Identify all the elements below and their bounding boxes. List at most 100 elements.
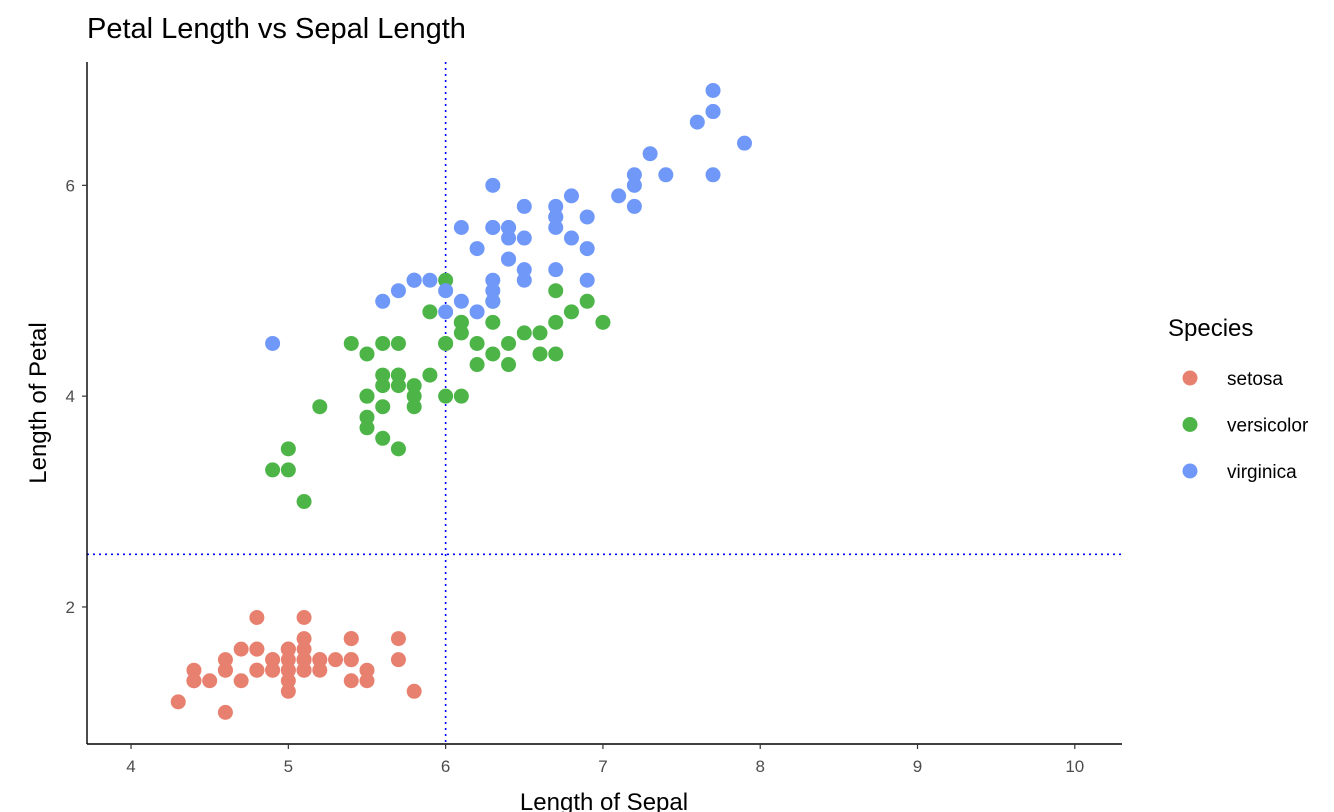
point-setosa <box>249 610 265 626</box>
point-virginica <box>406 272 422 288</box>
point-versicolor <box>296 494 312 510</box>
point-versicolor <box>438 335 454 351</box>
point-virginica <box>563 188 579 204</box>
point-virginica <box>438 304 454 320</box>
point-setosa <box>233 641 249 657</box>
x-tick-label: 4 <box>126 757 135 776</box>
point-versicolor <box>359 346 375 362</box>
legend: Species setosa versicolor virginica <box>1168 315 1309 483</box>
y-tick-label: 6 <box>66 176 75 195</box>
point-virginica <box>548 262 564 278</box>
point-setosa <box>312 652 328 668</box>
x-tick-label: 8 <box>755 757 764 776</box>
point-virginica <box>390 283 406 299</box>
point-virginica <box>579 241 595 257</box>
point-versicolor <box>343 335 359 351</box>
point-setosa <box>217 704 233 720</box>
point-setosa <box>343 652 359 668</box>
point-virginica <box>375 293 391 309</box>
point-versicolor <box>359 388 375 404</box>
legend-label-setosa: setosa <box>1227 369 1283 390</box>
point-versicolor <box>422 367 438 383</box>
point-virginica <box>548 219 564 235</box>
point-virginica <box>265 335 281 351</box>
point-virginica <box>516 230 532 246</box>
point-versicolor <box>390 441 406 457</box>
point-virginica <box>705 82 721 98</box>
point-setosa <box>390 631 406 647</box>
point-setosa <box>280 641 296 657</box>
point-setosa <box>249 662 265 678</box>
point-setosa <box>296 631 312 647</box>
legend-key-setosa <box>1182 370 1198 386</box>
point-virginica <box>736 135 752 151</box>
point-virginica <box>579 209 595 225</box>
point-versicolor <box>579 293 595 309</box>
point-versicolor <box>390 335 406 351</box>
y-tick-label: 4 <box>66 387 75 406</box>
point-virginica <box>485 293 501 309</box>
x-tick-label: 9 <box>913 757 922 776</box>
point-setosa <box>186 673 202 689</box>
point-versicolor <box>485 314 501 330</box>
point-versicolor <box>375 430 391 446</box>
point-versicolor <box>453 388 469 404</box>
point-virginica <box>689 114 705 130</box>
point-setosa <box>359 673 375 689</box>
point-virginica <box>422 272 438 288</box>
point-virginica <box>438 283 454 299</box>
point-versicolor <box>359 420 375 436</box>
point-setosa <box>328 652 344 668</box>
legend-key-versicolor <box>1182 417 1198 432</box>
point-setosa <box>265 652 281 668</box>
point-virginica <box>485 177 501 193</box>
point-virginica <box>626 167 642 183</box>
point-versicolor <box>406 378 422 394</box>
point-setosa <box>312 662 328 678</box>
point-versicolor <box>265 462 281 478</box>
legend-key-virginica <box>1182 463 1198 479</box>
point-versicolor <box>469 357 485 373</box>
point-versicolor <box>312 399 328 415</box>
point-versicolor <box>453 314 469 330</box>
chart-title: Petal Length vs Sepal Length <box>87 13 466 45</box>
x-axis-ticks: 4 5 6 7 8 9 10 <box>126 744 1084 776</box>
point-virginica <box>548 198 564 214</box>
point-setosa <box>249 641 265 657</box>
x-tick-label: 6 <box>441 757 450 776</box>
y-axis-label: Length of Petal <box>25 322 52 483</box>
point-virginica <box>516 272 532 288</box>
point-versicolor <box>501 357 517 373</box>
point-setosa <box>390 652 406 668</box>
reference-lines <box>87 62 1122 744</box>
y-tick-label: 2 <box>66 598 75 617</box>
point-virginica <box>516 262 532 278</box>
point-setosa <box>296 652 312 668</box>
point-versicolor <box>406 388 422 404</box>
point-setosa <box>343 631 359 647</box>
point-virginica <box>642 146 658 162</box>
point-virginica <box>453 219 469 235</box>
point-virginica <box>548 209 564 225</box>
point-setosa <box>406 683 422 699</box>
point-virginica <box>705 167 721 183</box>
point-versicolor <box>375 335 391 351</box>
point-virginica <box>626 198 642 214</box>
point-versicolor <box>532 346 548 362</box>
point-setosa <box>186 662 202 678</box>
point-versicolor <box>280 441 296 457</box>
point-versicolor <box>532 325 548 341</box>
point-virginica <box>626 177 642 193</box>
x-tick-label: 7 <box>598 757 607 776</box>
point-setosa <box>265 662 281 678</box>
point-setosa <box>233 673 249 689</box>
point-setosa <box>170 694 186 710</box>
point-setosa <box>296 662 312 678</box>
point-virginica <box>516 198 532 214</box>
point-versicolor <box>548 283 564 299</box>
data-points <box>170 82 752 720</box>
point-versicolor <box>422 304 438 320</box>
legend-label-versicolor: versicolor <box>1227 416 1309 437</box>
point-virginica <box>501 251 517 267</box>
point-setosa <box>217 662 233 678</box>
